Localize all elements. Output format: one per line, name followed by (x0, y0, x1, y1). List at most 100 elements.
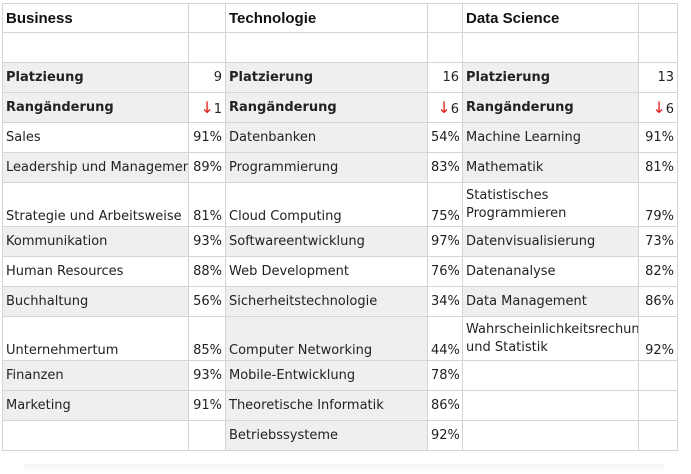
empty-cell (427, 3, 463, 33)
skill-percent: 75% (427, 182, 463, 227)
empty-cell (638, 3, 678, 33)
skill-row: Marketing 91% Theoretische Informatik 86… (2, 390, 678, 421)
empty-cell (2, 420, 189, 451)
skill-name: Leadership und Management (2, 152, 189, 183)
skill-name: Strategie und Arbeitsweise (2, 182, 189, 227)
skill-row: Betriebssysteme 92% (2, 420, 678, 451)
empty-cell (638, 420, 678, 451)
blank-row (2, 32, 678, 63)
rank-change-value: ↓6 (638, 92, 678, 123)
skill-name: Machine Learning (462, 122, 639, 153)
skill-name: Data Management (462, 286, 639, 317)
column-title-technologie: Technologie (225, 3, 428, 33)
skill-row: Buchhaltung 56% Sicherheitstechnologie 3… (2, 286, 678, 317)
skill-row: Finanzen 93% Mobile-Entwicklung 78% (2, 360, 678, 391)
empty-cell (188, 3, 226, 33)
empty-cell (225, 32, 428, 63)
arrow-down-icon: ↓ (437, 98, 451, 117)
skill-row: Leadership und Management 89% Programmie… (2, 152, 678, 183)
column-title-data-science: Data Science (462, 3, 639, 33)
skill-percent: 93% (188, 226, 226, 257)
skill-percent: 83% (427, 152, 463, 183)
skill-percent: 97% (427, 226, 463, 257)
skill-percent: 44% (427, 316, 463, 361)
skill-row: Unternehmertum 85% Computer Networking 4… (2, 316, 678, 361)
skill-row: Human Resources 88% Web Development 76% … (2, 256, 678, 287)
rank-value: 9 (188, 62, 226, 93)
skill-percent: 82% (638, 256, 678, 287)
rank-change-number: 1 (213, 102, 222, 117)
rank-change-label: Rangänderung (2, 92, 189, 123)
skill-name: Programmierung (225, 152, 428, 183)
skill-row: Kommunikation 93% Softwareentwicklung 97… (2, 226, 678, 257)
empty-cell (462, 360, 639, 391)
empty-cell (427, 32, 463, 63)
skills-ranking-table: Business Technologie Data Science Platzi… (2, 3, 678, 451)
empty-cell (638, 360, 678, 391)
skill-name: Buchhaltung (2, 286, 189, 317)
skill-percent: 92% (638, 316, 678, 361)
skill-percent: 78% (427, 360, 463, 391)
rank-value: 16 (427, 62, 463, 93)
column-title-business: Business (2, 3, 189, 33)
rank-change-label: Rangänderung (225, 92, 428, 123)
skill-name: Sales (2, 122, 189, 153)
arrow-down-icon: ↓ (200, 98, 214, 117)
skill-name: Datenanalyse (462, 256, 639, 287)
rank-change-value: ↓6 (427, 92, 463, 123)
placement-row: Platzieung 9 Platzierung 16 Platzierung … (2, 62, 678, 93)
skill-percent: 88% (188, 256, 226, 287)
rank-change-label: Rangänderung (462, 92, 639, 123)
skill-percent: 92% (427, 420, 463, 451)
empty-cell (188, 420, 226, 451)
empty-cell (2, 32, 189, 63)
skill-name: Wahrscheinlichkeitsrechung und Statistik (462, 316, 639, 361)
skill-name: Human Resources (2, 256, 189, 287)
skill-percent: 76% (427, 256, 463, 287)
skill-percent: 89% (188, 152, 226, 183)
skill-name: Cloud Computing (225, 182, 428, 227)
skill-name: Marketing (2, 390, 189, 421)
rank-label: Platzierung (462, 62, 639, 93)
skill-percent: 73% (638, 226, 678, 257)
skill-percent: 91% (188, 122, 226, 153)
empty-cell (188, 32, 226, 63)
arrow-down-icon: ↓ (652, 98, 666, 117)
skill-name: Datenvisualisierung (462, 226, 639, 257)
skill-percent: 81% (638, 152, 678, 183)
skill-percent: 81% (188, 182, 226, 227)
page-shadow (24, 464, 664, 472)
empty-cell (462, 32, 639, 63)
header-row: Business Technologie Data Science (2, 3, 678, 33)
rank-change-number: 6 (450, 102, 459, 117)
skill-name: Kommunikation (2, 226, 189, 257)
rank-change-value: ↓1 (188, 92, 226, 123)
skill-name: Softwareentwicklung (225, 226, 428, 257)
skill-name: Theoretische Informatik (225, 390, 428, 421)
rank-label: Platzierung (225, 62, 428, 93)
skill-percent: 86% (638, 286, 678, 317)
ranking-table-page: Business Technologie Data Science Platzi… (2, 3, 678, 451)
skill-name: Betriebssysteme (225, 420, 428, 451)
empty-cell (638, 32, 678, 63)
skill-percent: 54% (427, 122, 463, 153)
skill-percent: 86% (427, 390, 463, 421)
empty-cell (638, 390, 678, 421)
empty-cell (462, 420, 639, 451)
rank-change-row: Rangänderung ↓1 Rangänderung ↓6 Rangände… (2, 92, 678, 123)
skill-name: Mobile-Entwicklung (225, 360, 428, 391)
skill-name: Sicherheitstechnologie (225, 286, 428, 317)
skill-name: Mathematik (462, 152, 639, 183)
skill-name: Finanzen (2, 360, 189, 391)
skill-name: Unternehmertum (2, 316, 189, 361)
skill-row: Sales 91% Datenbanken 54% Machine Learni… (2, 122, 678, 153)
skill-percent: 91% (638, 122, 678, 153)
rank-change-number: 6 (665, 102, 674, 117)
skill-percent: 85% (188, 316, 226, 361)
skill-percent: 34% (427, 286, 463, 317)
skill-name: Statistisches Programmieren (462, 182, 639, 227)
skill-percent: 79% (638, 182, 678, 227)
skill-percent: 56% (188, 286, 226, 317)
rank-value: 13 (638, 62, 678, 93)
skill-row: Strategie und Arbeitsweise 81% Cloud Com… (2, 182, 678, 227)
